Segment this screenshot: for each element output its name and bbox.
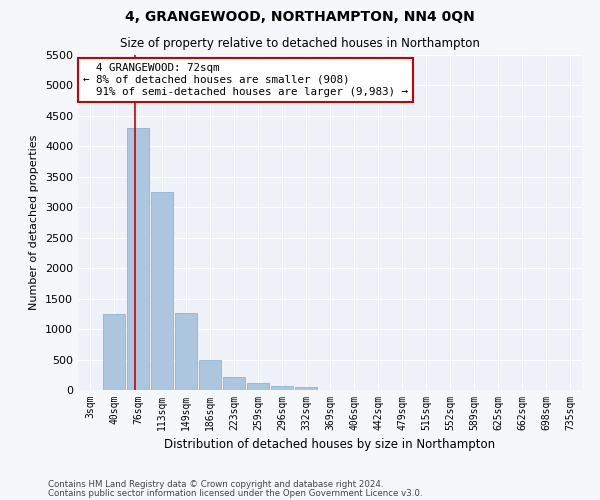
Text: 4 GRANGEWOOD: 72sqm
← 8% of detached houses are smaller (908)
  91% of semi-deta: 4 GRANGEWOOD: 72sqm ← 8% of detached hou… (83, 64, 408, 96)
Bar (127, 128, 149, 390)
Bar (223, 377, 245, 390)
Text: Size of property relative to detached houses in Northampton: Size of property relative to detached ho… (120, 38, 480, 51)
Bar (103, 314, 125, 390)
Bar (175, 312, 197, 390)
Bar (151, 192, 173, 390)
Bar (199, 360, 221, 390)
Bar (271, 386, 293, 390)
Bar (295, 387, 317, 390)
Text: Contains HM Land Registry data © Crown copyright and database right 2024.: Contains HM Land Registry data © Crown c… (48, 480, 383, 489)
Y-axis label: Number of detached properties: Number of detached properties (29, 135, 40, 310)
Text: Contains public sector information licensed under the Open Government Licence v3: Contains public sector information licen… (48, 489, 422, 498)
X-axis label: Distribution of detached houses by size in Northampton: Distribution of detached houses by size … (164, 438, 496, 452)
Bar (247, 384, 269, 390)
Text: 4, GRANGEWOOD, NORTHAMPTON, NN4 0QN: 4, GRANGEWOOD, NORTHAMPTON, NN4 0QN (125, 10, 475, 24)
